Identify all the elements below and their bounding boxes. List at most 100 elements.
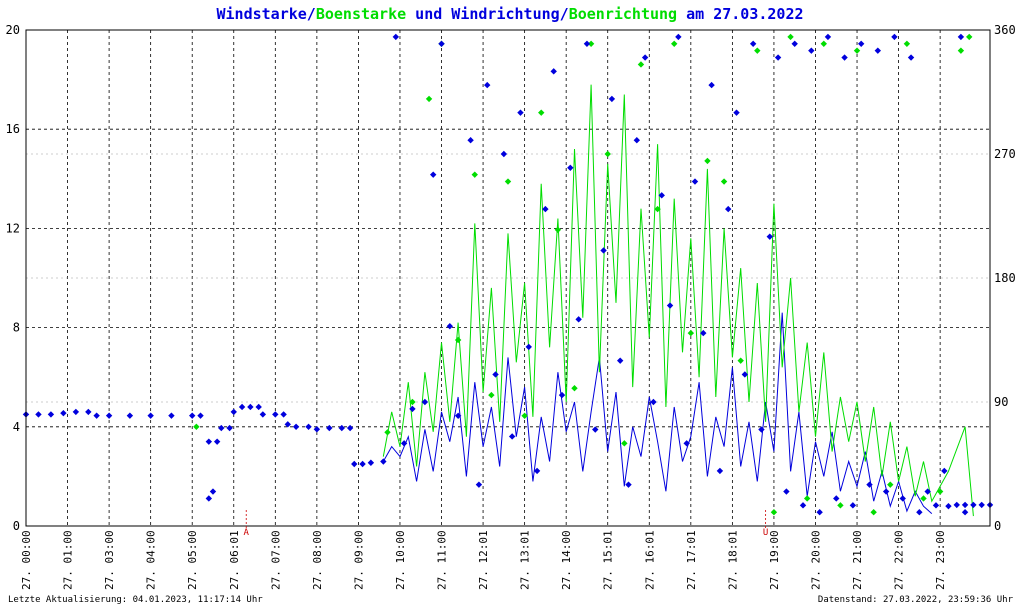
point-boenrichtung: [837, 502, 844, 509]
plot-frame: [25, 29, 991, 527]
point-windstarke: [346, 424, 354, 432]
point-windrichtung: [475, 481, 483, 488]
point-windrichtung: [625, 481, 632, 488]
point-boenrichtung: [587, 40, 595, 47]
point-windstarke: [280, 411, 287, 418]
point-windstarke: [238, 403, 246, 411]
point-windrichtung: [833, 495, 840, 502]
point-boenrichtung: [471, 171, 478, 178]
x-tick-label: 27. 06:01: [228, 530, 241, 590]
point-windstarke: [226, 424, 233, 432]
point-windstarke: [218, 424, 225, 432]
point-windrichtung: [899, 495, 906, 502]
point-windstarke: [970, 501, 977, 509]
point-windrichtung: [725, 205, 732, 213]
point-windstarke: [367, 459, 375, 466]
point-windrichtung: [430, 171, 437, 178]
point-boenrichtung: [521, 412, 528, 419]
x-tick-label: 27. 01:00: [62, 530, 75, 590]
y-axis-right: 0 90 180 270 360: [994, 23, 1016, 533]
y-tick-label-left: 12: [6, 221, 20, 235]
x-tick-label: 27. 03:00: [103, 530, 116, 590]
y-tick-label-right: 360: [994, 23, 1016, 37]
point-windrichtung: [766, 233, 773, 240]
point-windrichtung: [409, 405, 416, 413]
y-tick-label-right: 0: [994, 519, 1001, 533]
x-axis: 27. 00:00 27. 01:00 27. 03:00 27. 04:00 27. …: [20, 530, 947, 590]
point-boenrichtung: [571, 385, 578, 392]
point-windrichtung: [392, 33, 400, 41]
footer-last-update: Letzte Aktualisierung: 04.01.2023, 11:17…: [8, 595, 263, 605]
point-windrichtung: [700, 329, 707, 337]
x-tick-label: 27. 20:00: [809, 530, 822, 590]
point-windrichtung: [749, 40, 757, 47]
point-boenrichtung: [754, 47, 761, 54]
point-windrichtung: [816, 509, 823, 516]
point-windstarke: [305, 423, 312, 430]
point-boenrichtung: [621, 440, 628, 447]
point-windrichtung: [907, 54, 915, 61]
point-windstarke: [284, 421, 291, 428]
point-windstarke: [168, 412, 175, 419]
point-windstarke: [272, 411, 279, 418]
series-line-boenstarke: [382, 84, 974, 517]
y-axis-left: 0 4 8 12 16 20: [6, 23, 20, 533]
x-tick-label: 27. 05:00: [186, 530, 199, 590]
point-boenrichtung: [704, 157, 711, 165]
point-windrichtung: [758, 426, 765, 433]
point-boenrichtung: [737, 357, 744, 364]
point-windrichtung: [438, 40, 445, 47]
x-tick-label: 27. 09:00: [352, 530, 365, 590]
point-windstarke: [213, 438, 221, 445]
x-tick-label: 27. 19:00: [768, 530, 781, 590]
point-windrichtung: [799, 502, 807, 509]
x-tick-label: 27. 00:00: [20, 530, 33, 590]
point-windrichtung: [517, 109, 524, 116]
point-windrichtung: [841, 54, 848, 61]
point-boenrichtung: [720, 178, 728, 185]
point-windrichtung: [708, 81, 715, 89]
point-boenrichtung: [488, 391, 495, 399]
point-windrichtung: [957, 33, 965, 41]
x-tick-label: 27. 23:00: [934, 530, 947, 590]
title-windrichtung: Windrichtung: [451, 5, 559, 23]
series-line-windstarke-verlauf-: [382, 312, 933, 514]
point-windrichtung: [583, 40, 591, 47]
point-windrichtung: [467, 137, 474, 144]
point-windrichtung: [774, 54, 782, 61]
point-boenrichtung: [803, 495, 811, 502]
chart-title: Windstarke/Boenstarke und Windrichtung/B…: [216, 5, 803, 23]
point-windstarke: [313, 426, 321, 433]
x-tick-label: 27. 17:01: [685, 530, 698, 590]
point-boenrichtung: [554, 226, 562, 233]
point-windstarke: [259, 411, 267, 418]
point-windrichtung: [891, 33, 898, 41]
title-date: am 27.03.2022: [677, 5, 803, 23]
point-windrichtung: [633, 137, 641, 144]
series-dots: [22, 33, 994, 516]
point-windstarke: [60, 409, 67, 417]
x-tick-label: 27. 15:01: [602, 530, 615, 590]
point-boenrichtung: [504, 178, 512, 185]
point-windstarke: [953, 501, 960, 509]
point-windrichtung: [675, 33, 682, 41]
point-boenrichtung: [787, 33, 794, 41]
point-windstarke: [247, 403, 254, 411]
y-tick-label-left: 8: [13, 321, 20, 335]
x-tick-label: 27. 07:00: [269, 530, 282, 590]
point-windrichtung: [446, 323, 454, 330]
point-boenrichtung: [454, 336, 462, 344]
point-windrichtung: [550, 68, 557, 75]
y-tick-label-right: 90: [994, 395, 1008, 409]
point-windrichtung: [575, 316, 582, 323]
point-windrichtung: [558, 391, 566, 399]
x-tick-label: 27. 21:00: [851, 530, 864, 590]
point-windrichtung: [209, 488, 217, 495]
point-windstarke: [255, 403, 262, 411]
point-windstarke: [380, 458, 387, 465]
point-boenrichtung: [409, 398, 416, 406]
point-windrichtung: [874, 47, 882, 54]
point-windrichtung: [650, 398, 657, 406]
point-windstarke: [326, 424, 333, 432]
x-tick-label: 27. 16:01: [643, 530, 656, 590]
